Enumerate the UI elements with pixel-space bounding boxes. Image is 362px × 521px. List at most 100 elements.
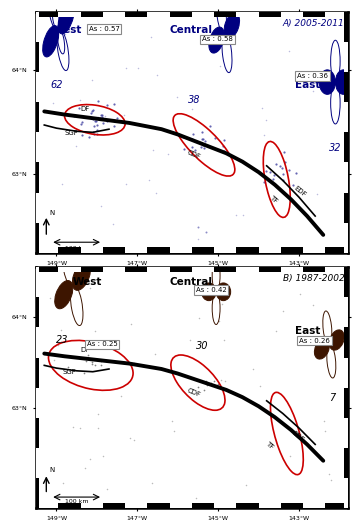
Point <box>59 326 64 334</box>
Text: West: West <box>52 25 82 35</box>
Point <box>192 146 198 154</box>
Point <box>273 326 279 334</box>
Point <box>220 141 226 150</box>
Point <box>212 133 218 142</box>
Point <box>251 364 256 373</box>
Text: 23: 23 <box>56 334 69 345</box>
Text: 30: 30 <box>196 341 209 351</box>
Point <box>267 168 273 176</box>
Point <box>314 190 320 199</box>
Point <box>201 144 207 152</box>
Point <box>127 433 133 442</box>
Point <box>85 351 91 359</box>
Point <box>148 33 153 42</box>
Ellipse shape <box>72 262 90 290</box>
Text: East: East <box>295 80 320 90</box>
Ellipse shape <box>329 330 344 350</box>
Text: DF: DF <box>81 106 90 113</box>
Point <box>278 162 283 170</box>
Point <box>321 417 327 425</box>
Text: West: West <box>73 278 102 288</box>
Point <box>199 128 205 137</box>
Point <box>111 100 117 108</box>
Point <box>205 141 210 149</box>
Point <box>180 133 186 142</box>
Point <box>99 111 105 119</box>
Point <box>327 469 332 478</box>
Point <box>135 64 141 72</box>
Text: As : 0.25: As : 0.25 <box>87 341 118 348</box>
Point <box>94 121 100 130</box>
Point <box>102 113 108 121</box>
Point <box>122 110 127 119</box>
Text: DF: DF <box>81 347 90 353</box>
Point <box>202 386 207 394</box>
Point <box>199 135 205 144</box>
Point <box>222 376 228 384</box>
Point <box>215 380 221 388</box>
Ellipse shape <box>224 13 240 39</box>
Ellipse shape <box>58 3 74 34</box>
Point <box>310 87 316 95</box>
Point <box>221 146 227 155</box>
Text: As : 0.36: As : 0.36 <box>297 73 328 79</box>
Point <box>216 317 222 325</box>
Point <box>89 76 94 84</box>
Point <box>165 150 171 158</box>
Point <box>270 175 276 183</box>
Point <box>81 369 87 378</box>
Point <box>261 130 267 139</box>
Point <box>110 220 116 229</box>
Point <box>263 116 269 124</box>
Point <box>286 46 292 55</box>
Point <box>92 130 97 138</box>
Point <box>171 427 177 435</box>
Text: EDF: EDF <box>291 430 305 443</box>
Point <box>198 142 204 151</box>
Point <box>150 478 155 487</box>
Point <box>92 117 98 126</box>
Point <box>282 158 287 166</box>
Point <box>49 35 54 44</box>
Point <box>202 137 208 145</box>
Text: As : 0.42: As : 0.42 <box>196 287 227 293</box>
Point <box>261 178 267 187</box>
Point <box>189 105 195 113</box>
Ellipse shape <box>216 283 231 301</box>
Point <box>195 383 201 391</box>
Point <box>201 141 206 150</box>
Text: Central: Central <box>170 278 212 288</box>
Point <box>104 101 110 109</box>
Point <box>55 341 61 349</box>
Text: CDF: CDF <box>186 387 201 398</box>
Point <box>174 93 180 101</box>
Point <box>310 301 316 309</box>
Point <box>96 114 101 122</box>
Point <box>94 129 100 138</box>
Point <box>281 148 287 156</box>
Ellipse shape <box>202 283 216 301</box>
Ellipse shape <box>209 27 224 53</box>
Point <box>196 314 202 322</box>
Point <box>207 122 213 130</box>
Ellipse shape <box>335 70 352 94</box>
Point <box>123 64 129 72</box>
Point <box>95 424 101 432</box>
Text: As : 0.57: As : 0.57 <box>89 26 119 32</box>
Point <box>153 189 159 197</box>
Point <box>297 290 303 298</box>
Point <box>87 353 92 362</box>
Point <box>123 180 129 189</box>
Point <box>152 350 158 358</box>
Text: TF: TF <box>269 194 279 205</box>
Point <box>83 464 88 473</box>
Point <box>65 363 71 371</box>
Point <box>203 377 209 385</box>
Text: N: N <box>49 210 54 216</box>
Point <box>77 95 83 104</box>
Point <box>240 211 246 219</box>
Point <box>280 176 286 184</box>
Point <box>211 377 217 386</box>
Point <box>218 376 224 384</box>
Point <box>312 223 318 231</box>
